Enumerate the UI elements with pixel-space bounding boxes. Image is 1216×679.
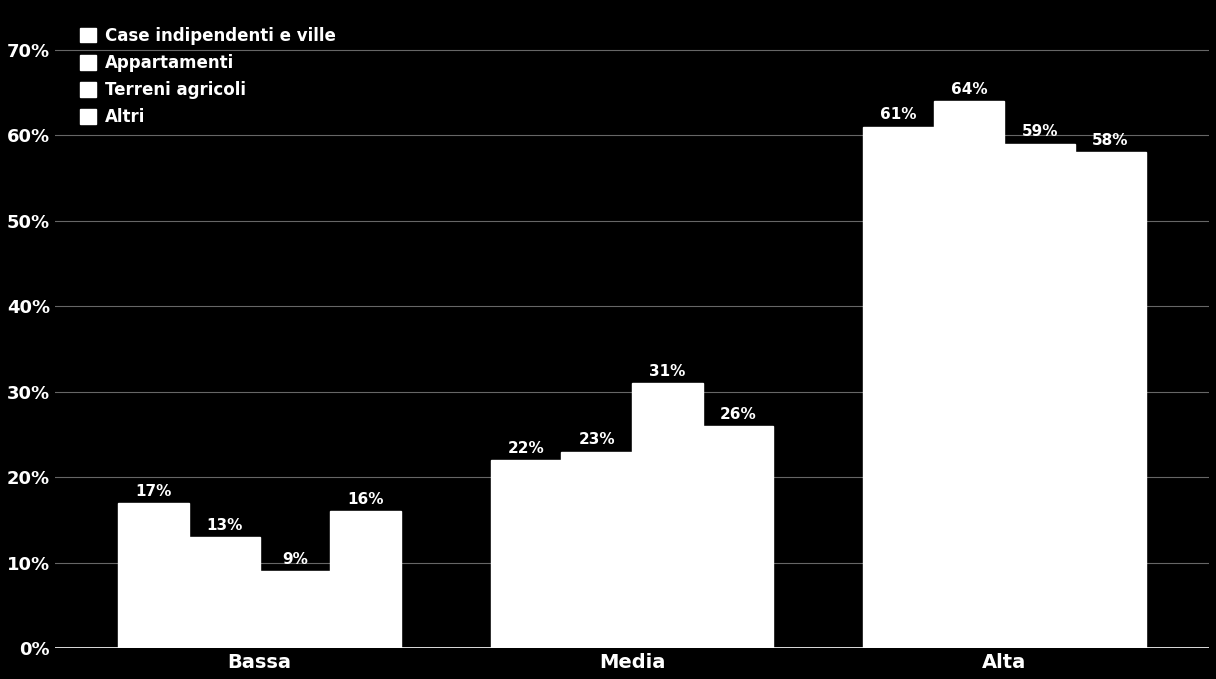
- Bar: [118, 503, 188, 648]
- Bar: [1004, 144, 1075, 648]
- Text: 26%: 26%: [720, 407, 756, 422]
- Text: 58%: 58%: [1092, 133, 1128, 148]
- Text: 17%: 17%: [135, 483, 171, 498]
- Text: 13%: 13%: [207, 518, 242, 533]
- Legend: Case indipendenti e ville, Appartamenti, Terreni agricoli, Altri: Case indipendenti e ville, Appartamenti,…: [75, 22, 340, 131]
- Bar: [934, 101, 1004, 648]
- Text: 64%: 64%: [951, 81, 987, 96]
- Text: 9%: 9%: [282, 552, 308, 567]
- Text: 59%: 59%: [1021, 124, 1058, 139]
- Text: 31%: 31%: [649, 364, 686, 379]
- Bar: [260, 571, 331, 648]
- Bar: [188, 537, 260, 648]
- Bar: [331, 511, 401, 648]
- Text: 23%: 23%: [579, 433, 615, 447]
- Bar: [1075, 152, 1145, 648]
- Text: 61%: 61%: [880, 107, 917, 122]
- Text: 16%: 16%: [348, 492, 384, 507]
- Text: 22%: 22%: [507, 441, 545, 456]
- Bar: [562, 452, 632, 648]
- Bar: [863, 127, 934, 648]
- Bar: [632, 383, 703, 648]
- Bar: [703, 426, 773, 648]
- Bar: [490, 460, 562, 648]
